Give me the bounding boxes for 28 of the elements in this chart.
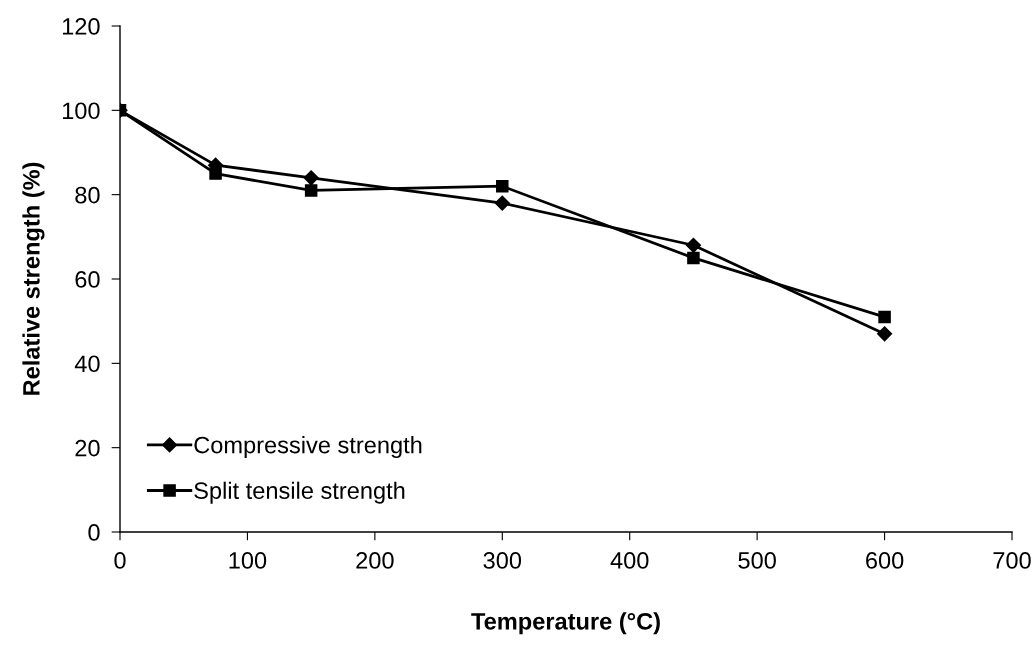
- x-tick-label: 100: [229, 552, 267, 569]
- y-tick-label: 0: [88, 524, 100, 541]
- point: [878, 310, 891, 324]
- point: [494, 195, 510, 211]
- y-tick-label: 80: [75, 186, 100, 204]
- y-tick-label: 20: [75, 439, 100, 457]
- y-tick-label: 120: [62, 18, 100, 35]
- y-tick-label: 60: [75, 271, 100, 288]
- x-tick-label: 300: [483, 552, 522, 569]
- point: [304, 184, 318, 197]
- x-tick-label: 700: [993, 552, 1031, 569]
- x-tick-label: 600: [866, 552, 904, 569]
- y-axis-title: Relative strength (%): [22, 162, 45, 395]
- x-tick-label: 500: [738, 552, 776, 569]
- point: [209, 167, 222, 180]
- x-tick-label: 400: [610, 552, 649, 569]
- point: [303, 170, 319, 186]
- point: [877, 326, 893, 342]
- x-tick-label: 200: [356, 552, 394, 569]
- y-tick-label: 40: [74, 355, 100, 373]
- point: [496, 179, 509, 193]
- y-tick-label: 100: [62, 102, 100, 120]
- x-tick-label: 0: [114, 552, 126, 569]
- legend-label: Compressive strength: [194, 436, 422, 459]
- legend-label: Split tensile strength: [194, 481, 405, 504]
- x-axis-title: Temperature (°C): [471, 612, 660, 635]
- point: [687, 251, 700, 265]
- point: [685, 237, 701, 253]
